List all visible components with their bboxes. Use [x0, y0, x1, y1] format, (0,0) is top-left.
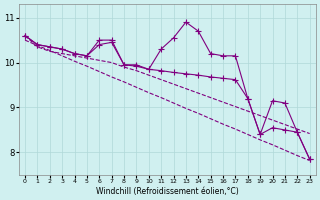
X-axis label: Windchill (Refroidissement éolien,°C): Windchill (Refroidissement éolien,°C): [96, 187, 239, 196]
